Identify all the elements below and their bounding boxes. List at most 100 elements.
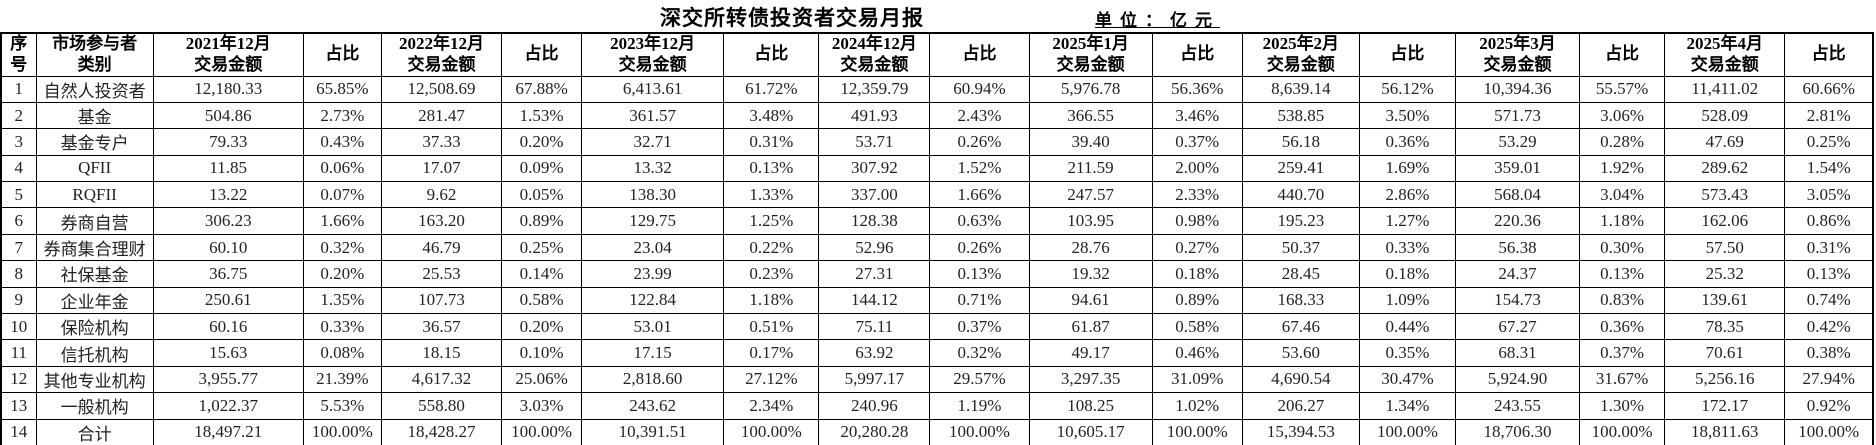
- ratio-cell: 100.00%: [1358, 418, 1456, 445]
- ratio-cell: 1.09%: [1358, 286, 1456, 315]
- ratio-cell: 0.37%: [1579, 339, 1666, 367]
- ratio-cell: 2.86%: [1358, 181, 1456, 209]
- amount-cell: 68.31: [1454, 339, 1581, 367]
- ratio-cell: 1.53%: [501, 101, 583, 130]
- header-row: 序号 市场参与者 类别 2021年12月 交易金额 占比 2022年12月 交易金额 占比…: [0, 32, 1874, 77]
- row-category: 其他专业机构: [35, 365, 154, 394]
- ratio-cell: 0.25%: [501, 233, 583, 262]
- ratio-cell: 0.42%: [1784, 313, 1874, 341]
- ratio-cell: 61.72%: [723, 75, 820, 103]
- row-seq: 12: [0, 365, 37, 394]
- table-row: 14 合计 18,497.21 100.00% 18,428.27 100.00% 10,3…: [0, 418, 1874, 445]
- row-seq: 9: [0, 286, 37, 315]
- ratio-cell: 2.81%: [1784, 101, 1874, 130]
- ratio-cell: 0.25%: [1784, 128, 1874, 156]
- ratio-cell: 0.13%: [1784, 260, 1874, 288]
- ratio-cell: 0.44%: [1358, 313, 1456, 341]
- ratio-cell: 30.47%: [1358, 365, 1456, 394]
- row-seq: 13: [0, 392, 37, 420]
- row-category: 保险机构: [35, 313, 154, 341]
- amount-cell: 366.55: [1028, 101, 1153, 130]
- amount-cell: 243.62: [581, 392, 725, 420]
- amount-cell: 440.70: [1241, 181, 1360, 209]
- amount-cell: 47.69: [1664, 128, 1786, 156]
- ratio-cell: 1.92%: [1579, 154, 1666, 183]
- amount-cell: 128.38: [818, 207, 931, 235]
- row-seq: 3: [0, 128, 37, 156]
- ratio-cell: 0.46%: [1151, 339, 1243, 367]
- ratio-cell: 0.37%: [1151, 128, 1243, 156]
- amount-cell: 168.33: [1241, 286, 1360, 315]
- ratio-cell: 1.19%: [929, 392, 1030, 420]
- ratio-cell: 0.10%: [501, 339, 583, 367]
- ratio-cell: 1.54%: [1784, 154, 1874, 183]
- ratio-cell: 0.22%: [723, 233, 820, 262]
- amount-cell: 25.53: [380, 260, 503, 288]
- ratio-cell: 0.17%: [723, 339, 820, 367]
- amount-cell: 18,428.27: [380, 418, 503, 445]
- table-row: 5 RQFII 13.22 0.07% 9.62 0.05% 138.30 1.33% 337.…: [0, 181, 1874, 209]
- amount-cell: 11.85: [152, 154, 304, 183]
- amount-cell: 56.18: [1241, 128, 1360, 156]
- ratio-cell: 1.02%: [1151, 392, 1243, 420]
- amount-cell: 12,359.79: [818, 75, 931, 103]
- row-category: 信托机构: [35, 339, 154, 367]
- row-seq: 11: [0, 339, 37, 367]
- row-category: 自然人投资者: [35, 75, 154, 103]
- ratio-cell: 21.39%: [302, 365, 382, 394]
- ratio-cell: 3.48%: [723, 101, 820, 130]
- ratio-cell: 31.67%: [1579, 365, 1666, 394]
- table-row: 10 保险机构 60.16 0.33% 36.57 0.20% 53.01 0.51% 75.1…: [0, 313, 1874, 341]
- ratio-cell: 0.13%: [723, 154, 820, 183]
- amount-cell: 568.04: [1454, 181, 1581, 209]
- ratio-column-header: 占比: [1784, 32, 1874, 77]
- ratio-cell: 1.25%: [723, 207, 820, 235]
- ratio-cell: 2.43%: [929, 101, 1030, 130]
- amount-column-header: 2025年3月 交易金额: [1454, 32, 1581, 77]
- amount-cell: 247.57: [1028, 181, 1153, 209]
- ratio-cell: 1.69%: [1358, 154, 1456, 183]
- table-row: 11 信托机构 15.63 0.08% 18.15 0.10% 17.15 0.17% 63.9…: [0, 339, 1874, 367]
- ratio-cell: 0.32%: [302, 233, 382, 262]
- row-category: 券商集合理财: [35, 233, 154, 262]
- amount-column-header: 2024年12月 交易金额: [818, 32, 931, 77]
- ratio-cell: 1.52%: [929, 154, 1030, 183]
- amount-cell: 15.63: [152, 339, 304, 367]
- amount-cell: 6,413.61: [581, 75, 725, 103]
- amount-cell: 240.96: [818, 392, 931, 420]
- amount-cell: 27.31: [818, 260, 931, 288]
- amount-cell: 60.16: [152, 313, 304, 341]
- row-category: 社保基金: [35, 260, 154, 288]
- amount-cell: 5,256.16: [1664, 365, 1786, 394]
- ratio-cell: 0.43%: [302, 128, 382, 156]
- amount-cell: 18,811.63: [1664, 418, 1786, 445]
- amount-cell: 250.61: [152, 286, 304, 315]
- ratio-column-header: 占比: [1358, 32, 1456, 77]
- amount-cell: 67.27: [1454, 313, 1581, 341]
- ratio-cell: 1.34%: [1358, 392, 1456, 420]
- ratio-cell: 0.23%: [723, 260, 820, 288]
- amount-cell: 52.96: [818, 233, 931, 262]
- ratio-cell: 1.18%: [1579, 207, 1666, 235]
- amount-cell: 172.17: [1664, 392, 1786, 420]
- ratio-cell: 0.51%: [723, 313, 820, 341]
- table-body: 1 自然人投资者 12,180.33 65.85% 12,508.69 67.88% 6,4…: [0, 75, 1874, 445]
- row-category: RQFII: [35, 181, 154, 209]
- ratio-cell: 0.28%: [1579, 128, 1666, 156]
- ratio-column-header: 占比: [723, 32, 820, 77]
- ratio-cell: 0.63%: [929, 207, 1030, 235]
- ratio-cell: 0.35%: [1358, 339, 1456, 367]
- amount-cell: 32.71: [581, 128, 725, 156]
- ratio-cell: 0.33%: [1358, 233, 1456, 262]
- ratio-cell: 0.74%: [1784, 286, 1874, 315]
- amount-cell: 79.33: [152, 128, 304, 156]
- amount-cell: 17.07: [380, 154, 503, 183]
- amount-cell: 56.38: [1454, 233, 1581, 262]
- amount-cell: 53.29: [1454, 128, 1581, 156]
- ratio-cell: 0.31%: [723, 128, 820, 156]
- amount-cell: 206.27: [1241, 392, 1360, 420]
- amount-cell: 491.93: [818, 101, 931, 130]
- amount-cell: 11,411.02: [1664, 75, 1786, 103]
- amount-cell: 122.84: [581, 286, 725, 315]
